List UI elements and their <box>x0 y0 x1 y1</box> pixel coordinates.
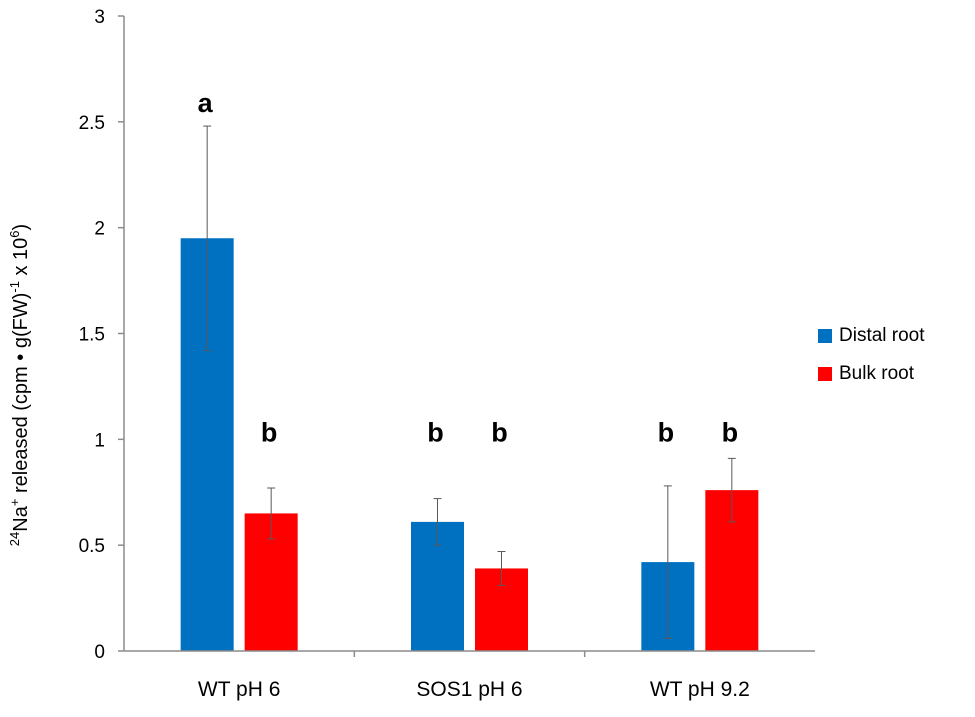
legend-label-distal-root: Distal root <box>839 325 925 346</box>
significance-label: b <box>491 417 508 447</box>
y-tick-label: 2 <box>94 219 105 240</box>
y-tick-label: 0 <box>94 642 105 663</box>
y-tick-label: 1.5 <box>79 325 105 346</box>
y-tick-label: 2.5 <box>79 113 105 134</box>
significance-label: b <box>722 417 739 447</box>
legend-item-bulk-root: Bulk root <box>818 363 925 385</box>
y-tick-label: 1 <box>94 430 105 451</box>
y-tick-label: 3 <box>94 7 105 28</box>
legend-item-distal-root: Distal root <box>818 325 925 347</box>
x-tick-label: SOS1 pH 6 <box>416 678 522 701</box>
y-tick-label: 0.5 <box>79 536 105 557</box>
x-tick-label: WT pH 6 <box>198 678 280 701</box>
x-tick-label: WT pH 9.2 <box>650 678 750 701</box>
y-axis: 0 0.5 1 1.5 2 2.5 3 <box>79 7 125 663</box>
legend-swatch-distal-root <box>818 329 832 343</box>
bars: a b b b b b <box>180 88 759 651</box>
significance-label: b <box>658 417 675 447</box>
legend: Distal root Bulk root <box>818 325 925 401</box>
legend-label-bulk-root: Bulk root <box>839 363 914 384</box>
significance-label: b <box>261 417 278 447</box>
legend-swatch-bulk-root <box>818 367 832 381</box>
y-axis-title: 24Na+ released (cpm • g(FW)-1 x 106) <box>7 224 32 546</box>
significance-label: a <box>198 88 214 118</box>
significance-label: b <box>427 417 444 447</box>
x-axis: WT pH 6 SOS1 pH 6 WT pH 9.2 <box>124 650 815 701</box>
